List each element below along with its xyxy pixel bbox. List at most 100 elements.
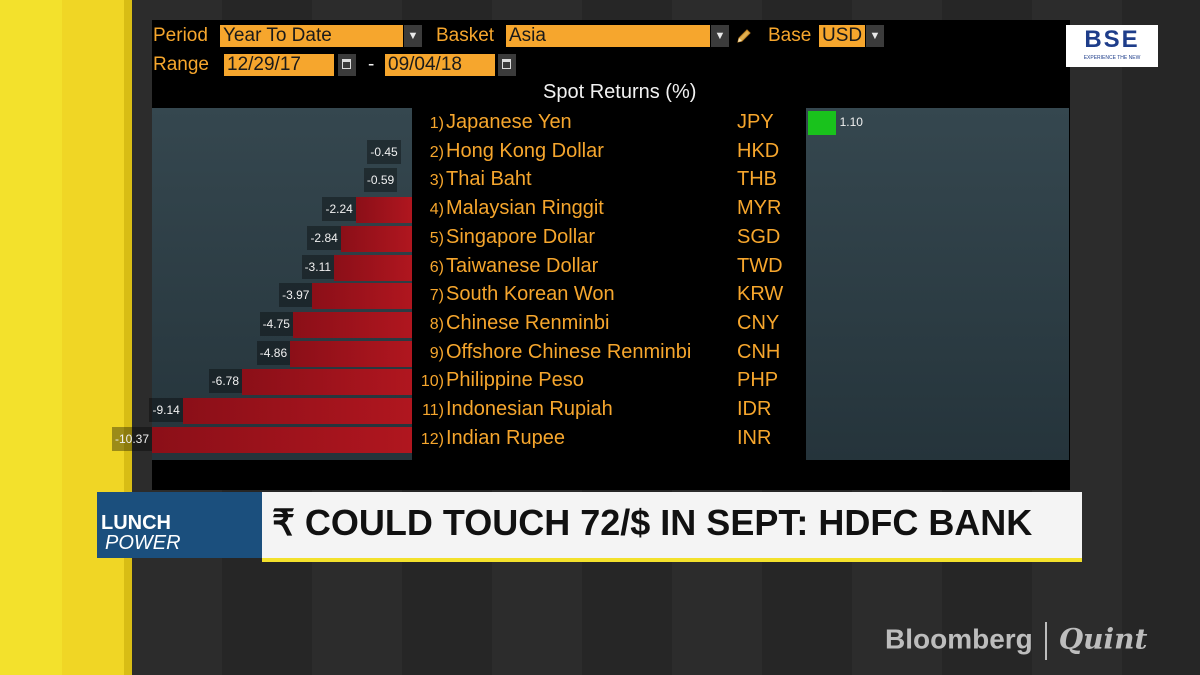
period-label: Period (153, 25, 208, 46)
return-value-label: -9.14 (149, 398, 183, 422)
currency-code: JPY (737, 111, 774, 133)
calendar-icon[interactable] (498, 54, 516, 76)
rank-number: 12) (420, 430, 444, 448)
currency-name: Chinese Renminbi (446, 311, 610, 334)
rank-number: 2) (429, 143, 444, 161)
currency-code: SGD (737, 225, 781, 248)
currency-code: IDR (737, 398, 772, 420)
currency-name: Offshore Chinese Renminbi (446, 340, 692, 363)
brand-bloomberg: Bloomberg (885, 623, 1033, 655)
return-value-label: -3.11 (301, 254, 335, 279)
currency-row[interactable]: 9) Offshore Chinese Renminbi (420, 339, 692, 365)
rank-number: 7) (429, 287, 444, 305)
currency-row[interactable]: 5) Singapore Dollar (420, 224, 595, 250)
return-value-label: -2.24 (322, 197, 356, 222)
currency-row[interactable]: 10) Philippine Peso (420, 367, 584, 393)
currency-name: Indian Rupee (446, 426, 565, 449)
currency-code: KRW (737, 283, 784, 306)
currency-code: CNY (737, 311, 780, 334)
return-bar (401, 140, 412, 166)
show-name-b: LUNCH (101, 512, 171, 534)
return-value-label: -0.59 (363, 168, 398, 193)
headline-banner: ₹ COULD TOUCH 72/$ IN SEPT: HDFC BANK (262, 492, 1082, 562)
currency-name: Thai Baht (446, 168, 532, 191)
rank-number: 9) (429, 344, 444, 362)
base-dropdown-icon[interactable]: ▼ (866, 25, 884, 47)
currency-code: TWD (737, 254, 783, 277)
return-bar (334, 254, 412, 281)
return-bar (292, 311, 412, 338)
period-select[interactable]: Year To Date (220, 25, 403, 47)
currency-row[interactable]: 4) Malaysian Ringgit (420, 195, 604, 221)
return-value-label: -6.78 (208, 369, 243, 394)
headline-text: ₹ COULD TOUCH 72/$ IN SEPT: HDFC BANK (272, 502, 1033, 543)
currency-row[interactable]: 8) Chinese Renminbi (420, 310, 610, 336)
rank-number: 1) (429, 115, 444, 132)
currency-row[interactable]: 7) South Korean Won (420, 281, 615, 307)
show-logo: POWER LUNCH (97, 492, 262, 558)
left-yellow-border (0, 0, 62, 675)
currency-row[interactable]: 1) Japanese Yen (420, 109, 572, 135)
currency-name: Singapore Dollar (446, 225, 595, 248)
return-bar (242, 369, 412, 396)
currency-code: PHP (737, 369, 779, 392)
rank-number: 3) (429, 172, 444, 190)
return-value-label: -0.45 (367, 139, 401, 164)
return-value-label: -4.86 (256, 340, 291, 365)
rank-number: 8) (429, 315, 444, 333)
currency-code: CNH (737, 340, 781, 363)
base-select[interactable]: USD (819, 25, 865, 47)
currency-name: Hong Kong Dollar (446, 139, 604, 162)
period-dropdown-icon[interactable]: ▼ (404, 25, 422, 47)
base-label: Base (768, 25, 812, 46)
currency-row[interactable]: 2) Hong Kong Dollar (420, 138, 604, 164)
currency-name: Japanese Yen (446, 111, 572, 133)
currency-code: HKD (737, 139, 780, 162)
show-name-a: POWER (105, 532, 181, 554)
chart-title: Spot Returns (%) (543, 81, 697, 103)
return-value-label: 1.10 (839, 115, 863, 129)
brand-watermark: Bloomberg Quint (885, 622, 1147, 660)
return-bar (808, 111, 836, 135)
rank-number: 6) (429, 258, 444, 276)
currency-code: MYR (737, 197, 782, 220)
return-bar (397, 168, 412, 194)
currency-row[interactable]: 11) Indonesian Rupiah (420, 396, 613, 422)
currency-row[interactable]: 6) Taiwanese Dollar (420, 253, 599, 279)
basket-label: Basket (436, 25, 495, 46)
return-bar (340, 225, 412, 252)
currency-name: Indonesian Rupiah (446, 398, 613, 420)
return-value-label: -3.97 (279, 283, 313, 308)
brand-quint: Quint (1058, 622, 1148, 656)
rank-number: 11) (422, 402, 444, 419)
basket-dropdown-icon[interactable]: ▼ (711, 25, 729, 47)
rank-number: 10) (420, 373, 444, 391)
range-start-input[interactable]: 12/29/17 (224, 54, 334, 76)
currency-row[interactable]: 3) Thai Baht (420, 166, 532, 192)
currency-row[interactable]: 12) Indian Rupee (420, 425, 565, 451)
rank-number: 4) (429, 201, 444, 219)
return-bar (182, 398, 412, 424)
return-value-label: -4.75 (259, 311, 293, 336)
currency-name: Taiwanese Dollar (446, 254, 599, 277)
return-bar (152, 426, 412, 453)
return-value-label: -10.37 (111, 426, 152, 451)
pencil-icon[interactable] (735, 27, 753, 45)
return-value-label: -2.84 (307, 225, 341, 250)
currency-code: INR (737, 426, 772, 449)
bse-logo-text: BSE (1084, 26, 1140, 53)
currency-code: THB (737, 168, 777, 191)
bse-logo-tagline: EXPERIENCE THE NEW (1083, 55, 1141, 61)
range-label: Range (153, 54, 209, 75)
calendar-icon[interactable] (338, 54, 356, 76)
basket-select[interactable]: Asia (506, 25, 710, 47)
return-bar (355, 197, 412, 224)
bse-logo: BSE EXPERIENCE THE NEW (1066, 25, 1158, 67)
left-yellow-border-inner (62, 0, 132, 675)
currency-name: South Korean Won (446, 283, 615, 306)
return-bar (312, 283, 412, 310)
range-end-input[interactable]: 09/04/18 (385, 54, 495, 76)
rank-number: 5) (429, 229, 444, 247)
return-bar (290, 340, 412, 367)
range-separator: - (368, 54, 375, 75)
